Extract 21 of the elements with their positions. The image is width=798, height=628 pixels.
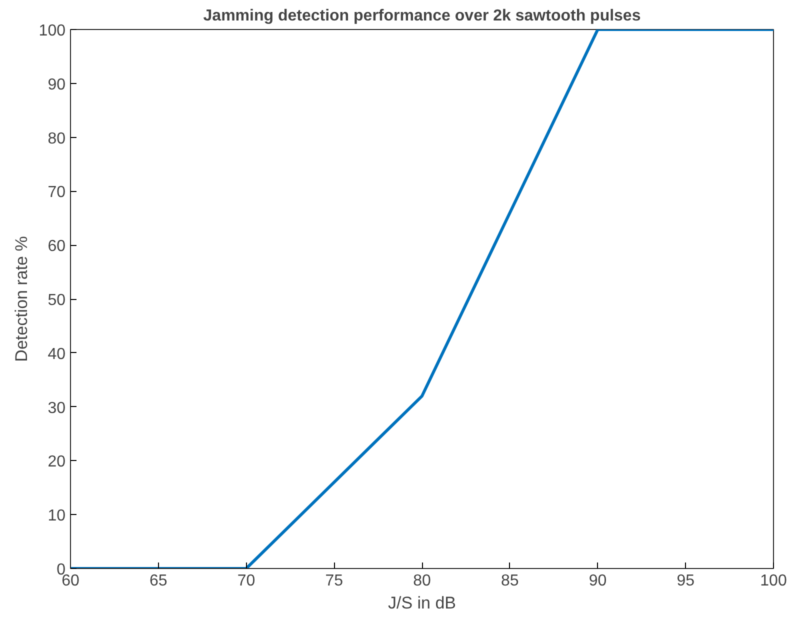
x-tick-label: 70: [237, 572, 256, 590]
y-tick-label: 100: [38, 22, 66, 40]
y-tick-label: 20: [48, 454, 66, 471]
chart-title: Jamming detection performance over 2k sawtooth pulses: [203, 8, 641, 24]
x-tick-label: 100: [760, 572, 787, 590]
y-tick-label: 50: [48, 292, 66, 309]
y-tick-label: 30: [48, 400, 66, 417]
x-axis-title: J/S in dB: [388, 594, 456, 612]
x-tick-label: 65: [149, 572, 168, 590]
y-tick-label: 90: [48, 76, 66, 94]
y-tick-label: 70: [48, 184, 66, 202]
x-tick-label: 75: [325, 572, 344, 590]
y-tick-label: 10: [48, 508, 66, 525]
x-tick-label: 90: [588, 572, 607, 590]
x-tick-label: 85: [500, 572, 519, 590]
y-tick-label: 40: [48, 346, 66, 363]
y-tick-label: 60: [48, 238, 66, 256]
x-tick-label: 95: [676, 572, 695, 590]
x-tick-label: 80: [413, 572, 431, 590]
y-axis-title: Detection rate %: [12, 236, 31, 362]
y-tick-label: 80: [48, 130, 66, 148]
